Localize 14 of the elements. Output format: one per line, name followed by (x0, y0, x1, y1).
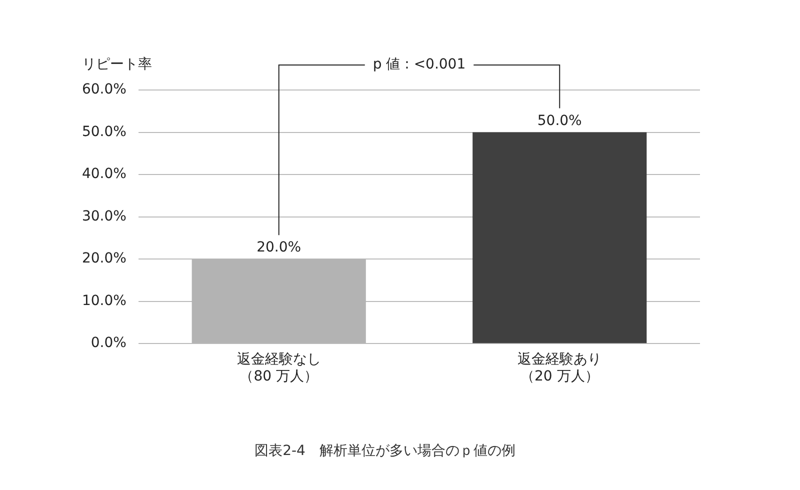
text: p 値 : <0.001 (372, 56, 466, 73)
data-label: 50.0% (537, 112, 582, 129)
y-tick-label: 30.0% (82, 208, 126, 224)
y-tick-label: 50.0% (82, 124, 126, 140)
x-tick-label: 返金経験なし（80 万人） (236, 352, 321, 384)
y-tick-label: 0.0% (90, 335, 126, 352)
y-tick-label: 60.0% (82, 82, 126, 98)
y-axis-title: リピート率 (82, 56, 152, 73)
data-label: 20.0% (256, 240, 302, 256)
y-tick-label: 10.0% (82, 292, 126, 309)
x-tick-label: 返金経験あり（20 万人） (518, 352, 602, 384)
text: 図表2-4 解析単位が多い場合のｐ値の例 (254, 443, 516, 460)
y-tick-label: 40.0% (82, 166, 126, 182)
y-tick-label: 20.0% (82, 250, 126, 267)
